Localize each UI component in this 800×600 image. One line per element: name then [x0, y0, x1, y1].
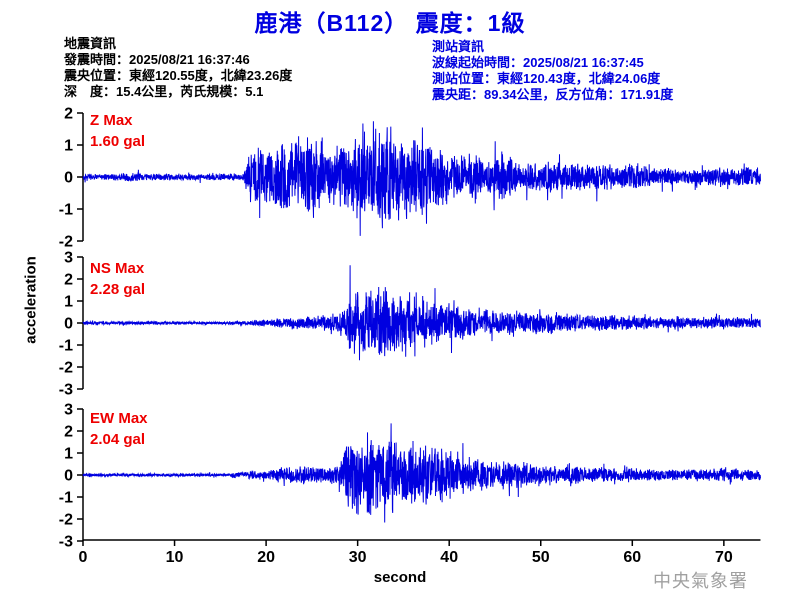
channel-z-max-value: 1.60 gal [90, 133, 146, 150]
x-tick-label: 40 [440, 549, 458, 566]
y-tick-label: 2 [64, 424, 73, 441]
x-tick-label: 30 [349, 549, 367, 566]
agency-watermark: 中央氣象署 [653, 571, 748, 591]
quake-epicenter: 震央位置：東經120.55度，北緯23.26度 [64, 68, 293, 83]
station-info-heading: 測站資訊 [432, 39, 485, 54]
channel-ew-name: EW Max [90, 410, 148, 427]
x-tick-label: 20 [257, 549, 275, 566]
y-tick-label: 2 [64, 272, 73, 289]
waveform-z [82, 121, 761, 236]
quake-depth-magnitude: 深 度：15.4公里，芮氏規模：5.1 [64, 84, 264, 99]
x-tick-label: 10 [166, 549, 184, 566]
y-tick-label: 3 [64, 250, 73, 267]
y-tick-label: -1 [59, 202, 73, 219]
y-tick-label: -1 [59, 490, 73, 507]
y-tick-label: -1 [59, 338, 73, 355]
station-info-block: 測站資訊 波線起始時間：2025/08/21 16:37:45 測站位置：東經1… [432, 39, 673, 103]
y-tick-label: 0 [64, 170, 73, 187]
channel-ns-max-value: 2.28 gal [90, 281, 146, 298]
x-tick-label: 50 [532, 549, 550, 566]
quake-info-block: 地震資訊 發震時間：2025/08/21 16:37:46 震央位置：東經120… [64, 36, 292, 100]
y-tick-label: -3 [59, 382, 73, 399]
channel-z-name: Z Max [90, 112, 133, 129]
y-tick-label: -3 [59, 534, 73, 551]
y-tick-label: -2 [59, 512, 73, 529]
x-tick-label: 0 [79, 549, 88, 566]
station-distance-azimuth: 震央距：89.34公里，反方位角：171.91度 [432, 87, 674, 102]
x-tick-label: 70 [715, 549, 733, 566]
x-tick-label: 60 [623, 549, 641, 566]
channel-ew-max-value: 2.04 gal [90, 431, 146, 448]
y-tick-label: 3 [64, 402, 73, 419]
x-axis-title: second [373, 569, 427, 586]
y-tick-label: 1 [64, 294, 73, 311]
waveform-ns [82, 265, 761, 361]
y-tick-label: 1 [64, 446, 73, 463]
y-tick-label: 0 [64, 468, 73, 485]
channel-ns-name: NS Max [90, 260, 145, 277]
y-axis-title: acceleration [22, 256, 40, 344]
station-start-time: 波線起始時間：2025/08/21 16:37:45 [432, 55, 644, 70]
channel-z-max-label: Z Max 1.60 gal [90, 110, 145, 152]
y-tick-label: -2 [59, 360, 73, 377]
page-title: 鹿港（B112） 震度：1級 [254, 10, 526, 36]
channel-ew-max-label: EW Max 2.04 gal [90, 408, 148, 450]
channel-ns-max-label: NS Max 2.28 gal [90, 258, 145, 300]
y-tick-label: 0 [64, 316, 73, 333]
y-tick-label: 1 [64, 138, 73, 155]
quake-info-heading: 地震資訊 [64, 36, 117, 51]
quake-origin-time: 發震時間：2025/08/21 16:37:46 [64, 52, 250, 67]
waveform-ew [82, 423, 761, 523]
station-location: 測站位置：東經120.43度，北緯24.06度 [432, 71, 661, 86]
y-tick-label: -2 [59, 234, 73, 251]
y-tick-label: 2 [64, 106, 73, 123]
